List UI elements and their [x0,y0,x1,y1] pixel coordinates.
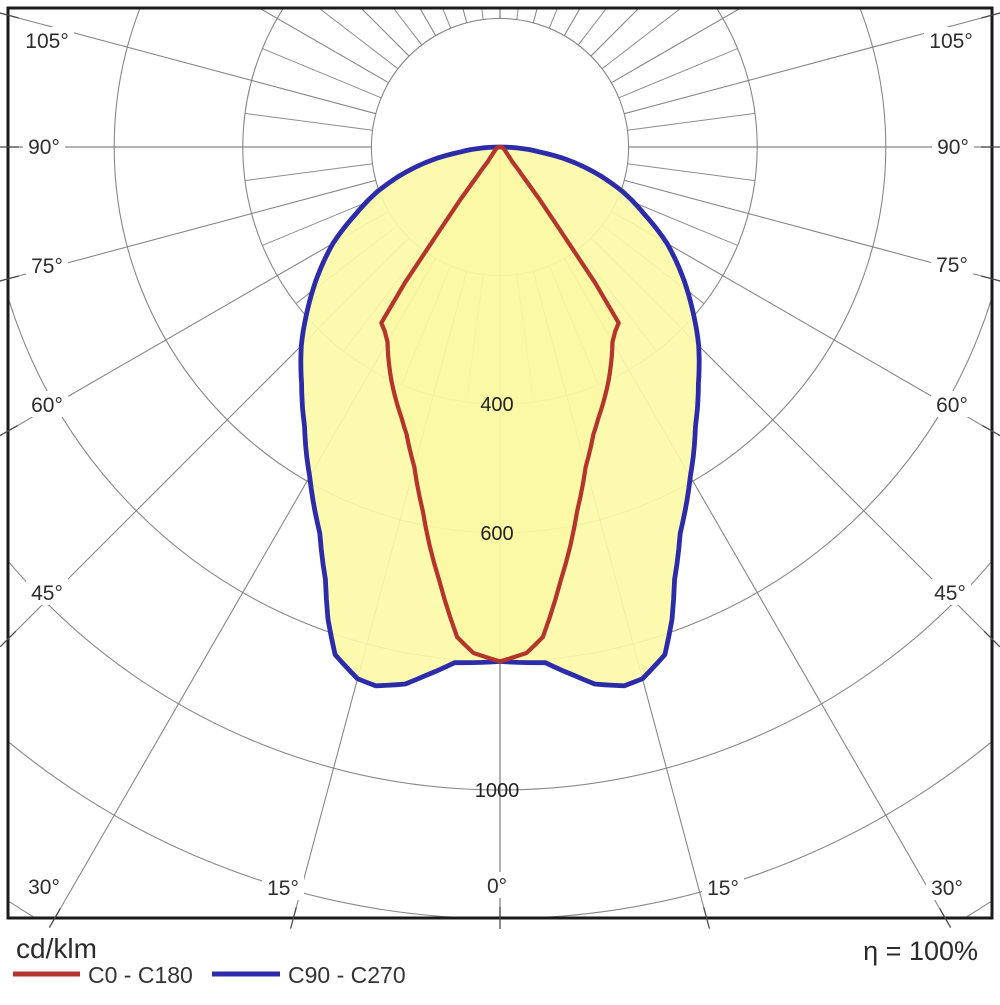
unit-label: cd/klm [16,933,97,964]
grid-minor-ray [481,9,484,20]
border-tick-L15 [289,907,297,929]
border-tick-L60 [0,424,18,437]
angle-label-bg [26,252,68,278]
grid-minor-ray [516,9,519,20]
border-tick-R45 [983,630,1000,648]
grid-ray-L165 [462,9,468,23]
ring-label-1000: 1000 [475,780,520,802]
angle-label-bg [26,579,68,605]
ring-label-600: 600 [480,523,513,545]
legend: C0 - C180 C90 - C270 [13,962,406,988]
grid-minor-ray [618,48,738,99]
angle-label-bg [702,874,744,900]
border-tick-L30 [48,908,61,928]
angle-label-105deg: 105° [929,30,972,53]
angle-label-15deg: 15° [267,877,299,900]
angle-label-bg [931,251,973,277]
grid-minor-ray [262,48,382,99]
angle-label-bg [20,27,74,53]
angle-label-bg [23,133,65,159]
grid-minor-ray [601,9,681,70]
grid-ray-L60 [9,210,389,432]
angle-label-0deg: 0° [487,875,507,898]
grid-minor-ray [319,9,399,70]
grid-ray-L45 [9,237,410,639]
angle-label-45deg: 45° [31,582,63,605]
angle-label-bg [924,27,978,53]
ring-value-labels: 400 600 1000 [475,394,520,802]
grid-ray-R60 [611,210,991,432]
angle-label-bg [931,391,973,417]
angle-label-15deg: 15° [707,877,739,900]
grid-ray-R165 [532,9,538,23]
border-tick-L75 [0,275,19,282]
grid-ray-L75 [9,179,376,280]
angle-label-bg [482,872,512,898]
intensity-curves [298,144,702,689]
grid-minor-ray [627,163,756,182]
angle-label-bg [932,133,974,159]
grid-minor-ray [244,112,373,131]
grid-minor-ray [548,9,558,29]
grid-minor-ray [577,9,607,46]
legend-label-c0-c180: C0 - C180 [88,962,193,988]
angle-label-90deg: 90° [937,136,969,159]
angle-label-30deg: 30° [931,877,963,900]
angle-label-60deg: 60° [31,394,63,417]
grid-minor-ray [393,9,423,46]
angle-label-bg [23,873,65,899]
border-tick-R15 [703,907,711,929]
angle-label-75deg: 75° [936,254,968,277]
grid-ray-R105 [624,14,991,115]
grid-minor-ray [627,112,756,131]
border-angle-ticks [0,12,1000,929]
angle-label-bg [929,579,971,605]
border-tick-L105 [0,12,19,19]
angle-label-60deg: 60° [936,394,968,417]
efficiency-label: η = 100% [863,936,978,966]
ring-label-400: 400 [480,394,513,416]
border-tick-R30 [939,908,952,928]
angle-labels: 105° 90° 75° 60° 45° 30° 15° 0° 15° 30° 45° 60° 75° 9… [20,27,978,900]
angle-label-bg [262,874,304,900]
border-tick-R75 [981,275,1000,282]
angle-label-75deg: 75° [31,255,63,278]
angle-label-bg [26,391,68,417]
grid-ray-R75 [624,179,991,280]
angle-label-bg [926,874,968,900]
border-tick-R60 [982,424,1000,437]
grid-minor-ray [244,163,373,182]
angle-label-105deg: 105° [25,30,68,53]
border-tick-L45 [0,630,17,648]
grid-minor-ray [442,9,452,29]
legend-label-c90-c270: C90 - C270 [288,962,406,988]
curve-C0-C180 [379,144,621,664]
grid-ray-R45 [590,237,991,639]
angle-label-90deg: 90° [28,136,60,159]
angle-label-30deg: 30° [28,876,60,899]
angle-label-45deg: 45° [934,582,966,605]
border-tick-R105 [981,12,1000,19]
grid-ray-L105 [9,14,376,115]
